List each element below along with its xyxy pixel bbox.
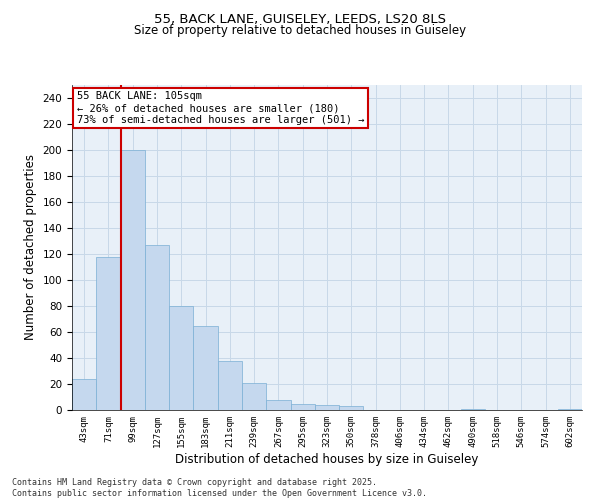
X-axis label: Distribution of detached houses by size in Guiseley: Distribution of detached houses by size … (175, 452, 479, 466)
Bar (169, 306, 193, 410)
Text: 55 BACK LANE: 105sqm
← 26% of detached houses are smaller (180)
73% of semi-deta: 55 BACK LANE: 105sqm ← 26% of detached h… (77, 92, 365, 124)
Bar (72, 379, 96, 410)
Bar (121, 150, 145, 410)
Text: Contains HM Land Registry data © Crown copyright and database right 2025.
Contai: Contains HM Land Registry data © Crown c… (12, 478, 427, 498)
Bar (461, 408, 485, 410)
Bar (315, 405, 339, 410)
Bar (266, 400, 290, 410)
Bar (558, 408, 582, 410)
Bar (145, 245, 169, 410)
Text: 55, BACK LANE, GUISELEY, LEEDS, LS20 8LS: 55, BACK LANE, GUISELEY, LEEDS, LS20 8LS (154, 12, 446, 26)
Bar (193, 326, 218, 410)
Text: Size of property relative to detached houses in Guiseley: Size of property relative to detached ho… (134, 24, 466, 37)
Bar (242, 382, 266, 410)
Y-axis label: Number of detached properties: Number of detached properties (24, 154, 37, 340)
Bar (290, 404, 315, 410)
Bar (96, 256, 121, 410)
Bar (339, 406, 364, 410)
Bar (218, 360, 242, 410)
